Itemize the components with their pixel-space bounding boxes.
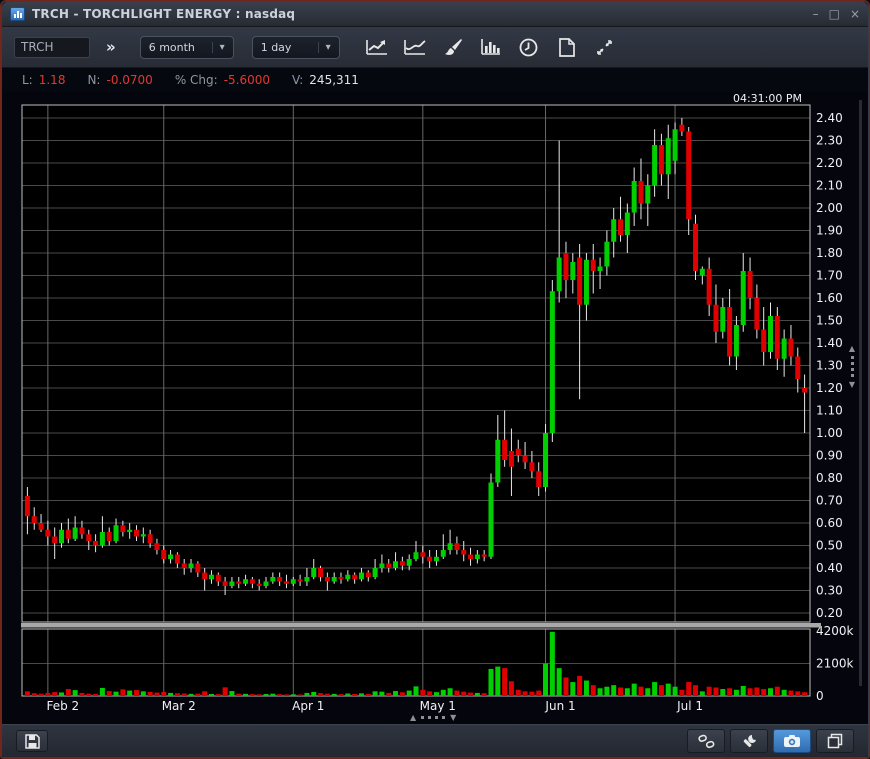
histogram-icon[interactable] [478,35,504,59]
svg-text:Jul 1: Jul 1 [676,699,703,713]
svg-text:0.90: 0.90 [816,449,843,463]
link-button[interactable] [687,729,725,753]
svg-text:Apr 1: Apr 1 [292,699,324,713]
document-icon[interactable] [554,35,580,59]
svg-text:1.60: 1.60 [816,291,843,305]
svg-text:1.10: 1.10 [816,404,843,418]
maximize-button[interactable]: □ [828,7,840,21]
svg-text:0.60: 0.60 [816,516,843,530]
svg-text:May 1: May 1 [420,699,456,713]
svg-text:0.40: 0.40 [816,561,843,575]
svg-text:1.30: 1.30 [816,359,843,373]
net-value: -0.0700 [106,73,153,87]
svg-text:2.40: 2.40 [816,111,843,125]
copy-button[interactable] [816,729,854,753]
save-icon [24,733,40,749]
interval-select-value: 1 day [260,40,292,54]
chevron-down-icon: ▾ [211,41,225,53]
bottom-toolbar [2,724,868,757]
svg-text:2.30: 2.30 [816,134,843,148]
close-button[interactable]: × [849,7,860,21]
quote-bar: L: 1.18 N: -0.0700 % Chg: -5.6000 V: 245… [2,68,868,92]
svg-text:1.70: 1.70 [816,269,843,283]
svg-text:0.70: 0.70 [816,494,843,508]
candlestick-chart[interactable]: 2.40 2.30 2.20 2.10 2.00 1.90 1.80 1.70 1.60 1.50… [2,92,870,726]
svg-text:2.00: 2.00 [816,201,843,215]
svg-text:Feb 2: Feb 2 [47,699,80,713]
line-chart-icon[interactable] [364,35,390,59]
last-value: 1.18 [38,73,66,87]
svg-text:0: 0 [816,689,824,703]
camera-icon [784,735,800,747]
scroll-down-icon: ▼ [848,380,856,389]
svg-text:1.50: 1.50 [816,314,843,328]
right-scroll-track [859,100,862,686]
svg-text:0.50: 0.50 [816,539,843,553]
svg-text:1.20: 1.20 [816,381,843,395]
wrench-button[interactable] [730,729,768,753]
svg-text:Jun 1: Jun 1 [544,699,575,713]
fit-chart-icon[interactable] [592,35,618,59]
app-chart-icon [10,7,25,21]
save-button[interactable] [16,730,48,752]
horizontal-scale-control[interactable]: ▲ ▼ [410,712,456,722]
scroll-up-icon: ▲ [848,344,856,353]
pct-change-value: -5.6000 [223,73,271,87]
svg-text:1.80: 1.80 [816,246,843,260]
chart-region: 04:31:00 PM 2.40 2.30 2.20 2.10 2.00 1.90 1.80… [2,92,868,726]
clock-icon[interactable] [516,35,542,59]
svg-text:0.80: 0.80 [816,471,843,485]
svg-text:1.40: 1.40 [816,336,843,350]
title-bar[interactable]: TRCH - TORCHLIGHT ENERGY : nasdaq – □ × [2,2,868,27]
last-label: L: [22,73,33,87]
scroll-right-icon: ▼ [450,712,457,722]
scroll-left-icon: ▲ [410,712,417,722]
copy-icon [827,733,843,749]
range-select-value: 6 month [148,40,195,54]
last-update-time: 04:31:00 PM [732,92,802,105]
vertical-scale-control[interactable]: ▲ ▼ [846,344,858,389]
svg-text:4200k: 4200k [816,624,854,638]
svg-text:1.00: 1.00 [816,426,843,440]
range-select[interactable]: 6 month ▾ [139,35,234,59]
svg-text:2.10: 2.10 [816,179,843,193]
svg-text:1.90: 1.90 [816,224,843,238]
svg-text:0.30: 0.30 [816,584,843,598]
expand-button[interactable]: » [106,38,116,56]
snapshot-button[interactable] [773,729,811,753]
minimize-button[interactable]: – [812,7,819,21]
svg-text:2100k: 2100k [816,657,854,671]
svg-text:0.20: 0.20 [816,606,843,620]
svg-text:Mar 2: Mar 2 [162,699,196,713]
symbol-input[interactable] [14,36,90,58]
net-label: N: [87,73,101,87]
svg-text:2.20: 2.20 [816,156,843,170]
pct-change-label: % Chg: [174,73,218,87]
chevron-down-icon: ▾ [317,41,331,53]
interval-select[interactable]: 1 day ▾ [251,35,340,59]
spline-chart-icon[interactable] [402,35,428,59]
volume-label: V: [292,73,304,87]
link-icon [697,734,714,748]
brush-icon[interactable] [440,35,466,59]
wrench-icon [743,734,756,747]
chart-toolbar: » 6 month ▾ 1 day ▾ [2,27,868,68]
window-title: TRCH - TORCHLIGHT ENERGY : nasdaq [32,7,296,21]
volume-value: 245,311 [309,73,359,87]
